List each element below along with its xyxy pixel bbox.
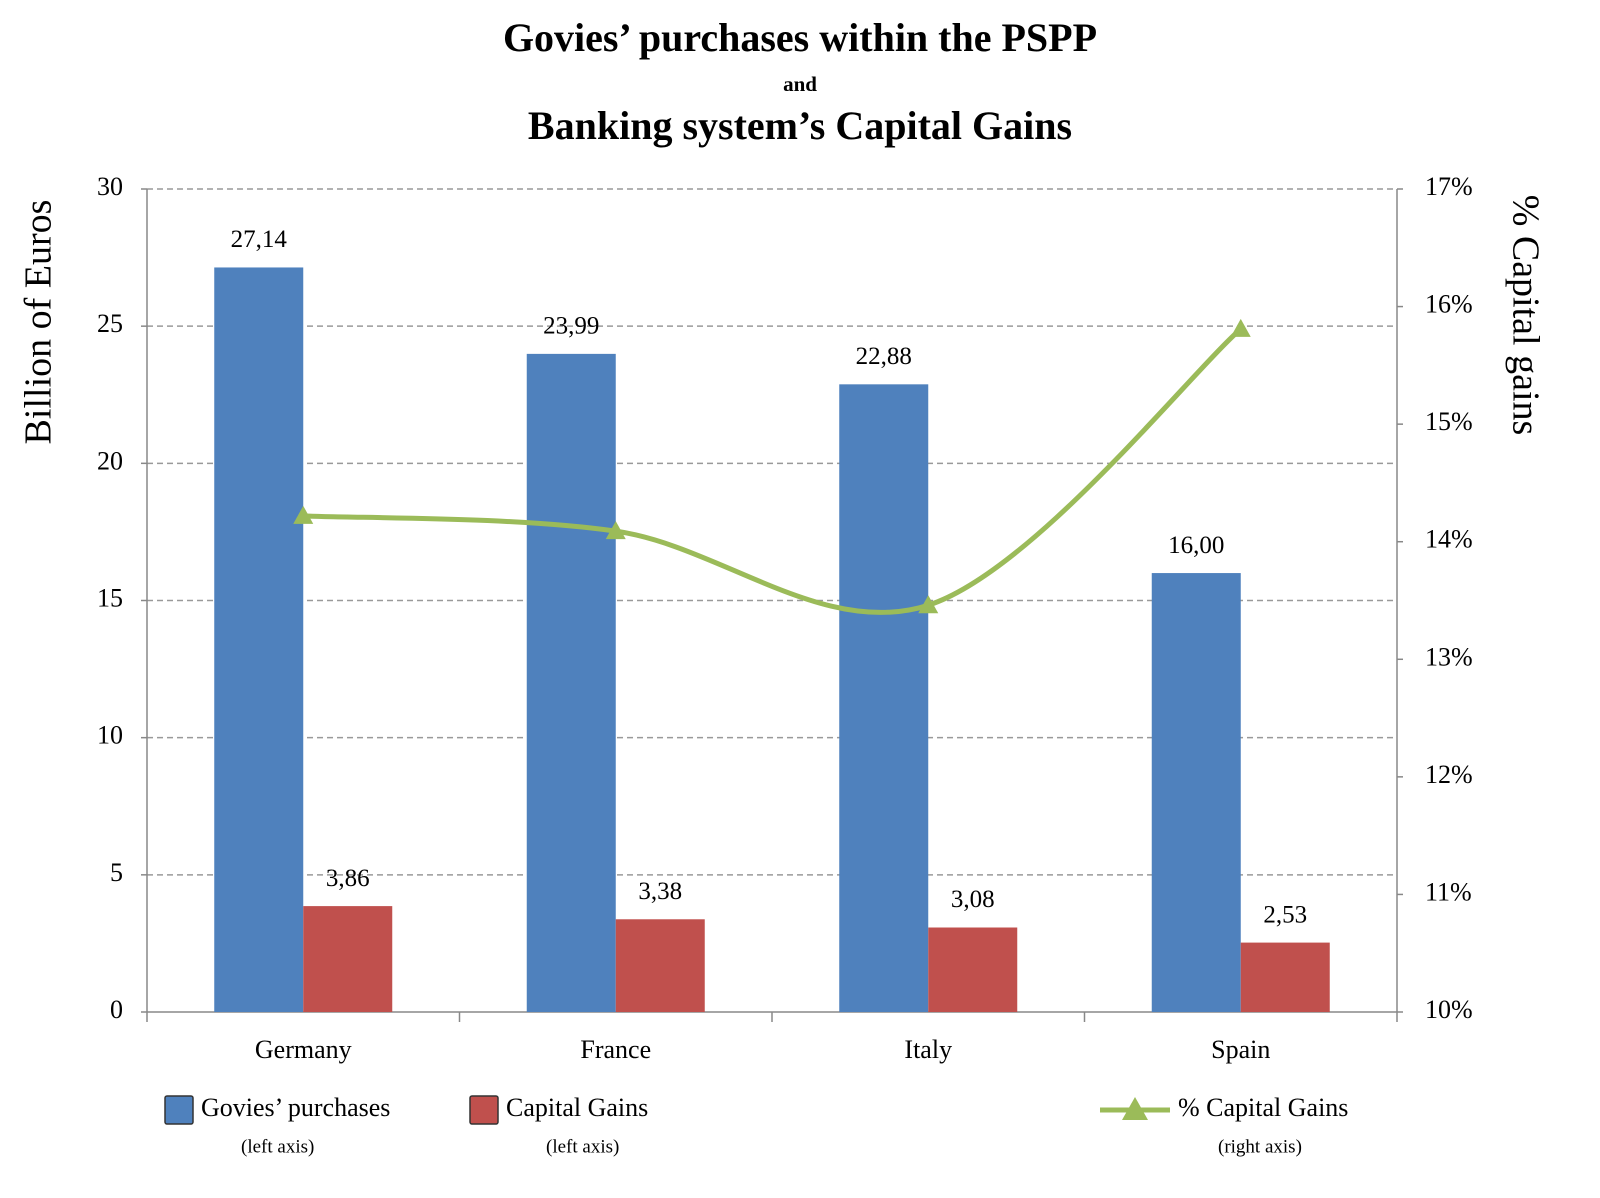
value-label: 22,88 xyxy=(856,343,912,370)
chart-subtitle: Banking system’s Capital Gains xyxy=(528,103,1072,148)
legend-marker xyxy=(1122,1097,1148,1120)
value-label: 3,08 xyxy=(951,886,995,913)
bar xyxy=(1151,573,1241,1012)
y-tick-label: 30 xyxy=(97,172,123,201)
x-tick-label: France xyxy=(580,1035,651,1064)
bar xyxy=(526,353,616,1012)
value-label: 16,00 xyxy=(1168,532,1224,559)
y-tick-label: 10 xyxy=(97,721,123,750)
x-tick-label: Spain xyxy=(1211,1035,1270,1064)
x-tick-label: Italy xyxy=(904,1035,952,1064)
x-tick-label: Germany xyxy=(255,1035,352,1064)
y2-tick-label: 17% xyxy=(1425,172,1473,201)
title-connector: and xyxy=(783,72,817,96)
y2-tick-label: 16% xyxy=(1425,290,1473,319)
value-label: 2,53 xyxy=(1263,901,1307,928)
bar xyxy=(303,906,393,1012)
legend-label: Govies’ purchases xyxy=(201,1093,390,1122)
y2-tick-label: 15% xyxy=(1425,407,1473,436)
line-marker xyxy=(1230,318,1251,337)
legend-swatch xyxy=(164,1095,194,1125)
y-tick-label: 0 xyxy=(110,995,123,1024)
line-marker xyxy=(293,505,314,524)
chart-title: Govies’ purchases within the PSPP xyxy=(503,15,1097,60)
bar xyxy=(928,927,1018,1012)
y2-tick-label: 14% xyxy=(1425,525,1473,554)
y2-tick-label: 13% xyxy=(1425,642,1473,671)
legend-label: % Capital Gains xyxy=(1178,1093,1348,1122)
y2-tick-label: 12% xyxy=(1425,760,1473,789)
legend-note: (right axis) xyxy=(1218,1136,1302,1157)
line xyxy=(303,327,1243,616)
y2-tick-label: 10% xyxy=(1425,995,1473,1024)
bar xyxy=(615,919,705,1012)
line-marker xyxy=(605,521,626,540)
y-axis-title: Billion of Euros xyxy=(18,200,60,445)
legend-note: (left axis) xyxy=(546,1136,619,1157)
value-label: 3,38 xyxy=(638,878,682,905)
value-label: 23,99 xyxy=(543,313,599,340)
y-tick-label: 15 xyxy=(97,583,123,612)
y2-axis-title: % Capital gains xyxy=(1504,195,1546,436)
y-tick-label: 25 xyxy=(97,309,123,338)
bar xyxy=(214,267,304,1012)
y-tick-label: 20 xyxy=(97,446,123,475)
bar xyxy=(839,384,929,1013)
legend-label: Capital Gains xyxy=(506,1093,648,1122)
y-tick-label: 5 xyxy=(110,858,123,887)
bar xyxy=(1240,942,1330,1012)
value-label: 27,14 xyxy=(231,226,288,253)
value-label: 3,86 xyxy=(326,865,370,892)
y2-tick-label: 11% xyxy=(1425,877,1472,906)
line-marker xyxy=(918,595,939,614)
legend-swatch xyxy=(469,1095,499,1125)
legend-note: (left axis) xyxy=(241,1136,314,1157)
